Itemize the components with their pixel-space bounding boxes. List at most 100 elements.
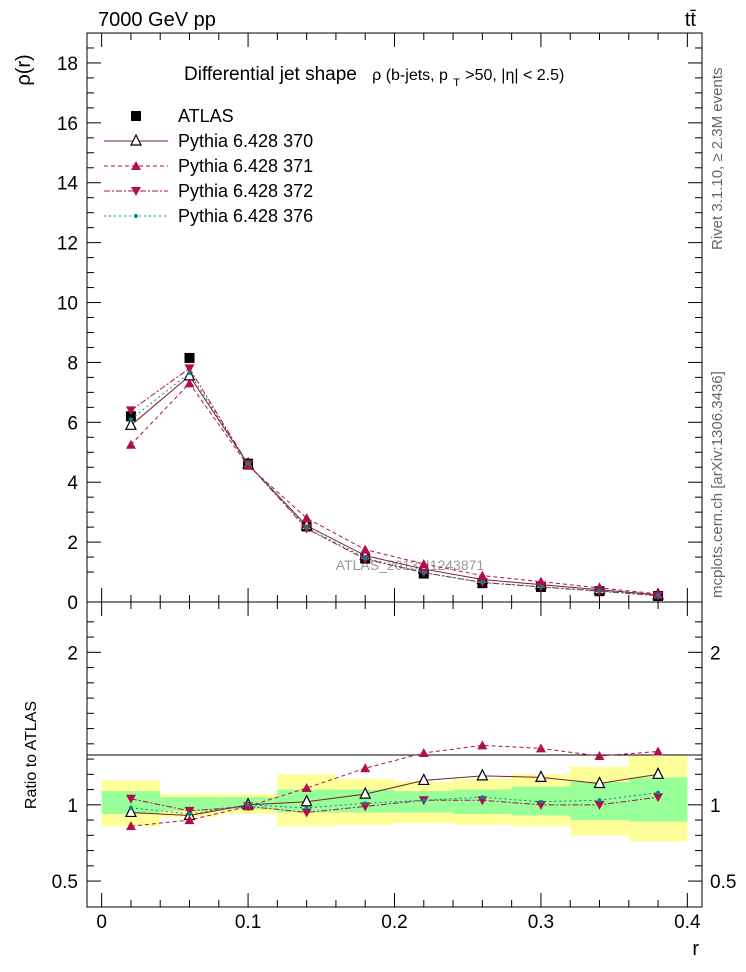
ratio-data-point — [653, 746, 664, 756]
ratio-data-point — [359, 786, 372, 799]
header-right: tt̄ — [685, 9, 697, 31]
data-point — [125, 406, 136, 416]
main-axes: 0 2 4 6 8 10 12 14 16 18 — [57, 33, 702, 614]
data-point — [418, 558, 429, 568]
main-panel: 0 2 4 6 8 10 12 14 16 18 ATLAS_2013_I1243871 ρ(r)… — [13, 32, 703, 614]
ratio-data-point — [304, 805, 309, 810]
ratio-data-point — [593, 776, 606, 789]
ratio-data-point — [477, 740, 488, 750]
ratio-data-point — [124, 805, 137, 818]
data-point — [124, 417, 137, 430]
main-ytick-label: 12 — [57, 234, 78, 255]
data-point — [656, 593, 661, 598]
ratio-ytick-label: 1 — [67, 796, 78, 817]
ratio-xtick-label: 0.3 — [528, 912, 554, 933]
legend-label: Pythia 6.428 371 — [178, 156, 313, 176]
ratio-data-point — [476, 768, 489, 781]
chart-title-sub: ρ (b-jets, p — [372, 67, 448, 84]
legend-label: ATLAS — [178, 106, 234, 126]
legend-marker — [134, 214, 138, 218]
ratio-data-point — [597, 798, 602, 803]
data-point — [480, 580, 485, 585]
series-pythia-6.428-376 — [128, 370, 661, 598]
legend-marker — [131, 111, 141, 121]
data-point — [363, 555, 368, 560]
ratio-data-point — [594, 751, 605, 761]
legend-marker — [131, 161, 141, 170]
main-ytick-label: 6 — [67, 413, 78, 434]
chart-title-main: Differential jet shape — [184, 64, 357, 85]
ratio-data-point — [125, 821, 136, 831]
rivet-label: Rivet 3.1.10, ≥ 2.3M events — [709, 68, 726, 251]
ratio-data-point — [534, 770, 547, 782]
main-ytick-label: 10 — [57, 294, 78, 315]
ratio-ytick-label: 2 — [67, 643, 78, 664]
data-point — [128, 417, 133, 422]
chart-title: Differential jet shape ρ (b-jets, p T >5… — [184, 64, 564, 91]
ratio-data-point — [477, 796, 488, 806]
ratio-data-point — [653, 793, 664, 803]
data-point — [477, 570, 488, 580]
data-point — [304, 525, 309, 530]
ratio-panel: 0.5 0.5 1 1 2 2 0 0.1 0.2 0.3 0.4 Ratio to ATLAS r — [23, 601, 736, 960]
ratio-data-point — [125, 794, 136, 804]
ratio-data-point — [535, 743, 546, 753]
ratio-xtick-label: 0.4 — [674, 912, 701, 933]
ratio-data-point — [418, 747, 429, 757]
data-point — [360, 544, 371, 554]
chart-title-sub-index: T — [453, 77, 460, 89]
legend-item: Pythia 6.428 372 — [104, 181, 313, 201]
main-ytick-label: 16 — [57, 114, 78, 135]
main-ytick-label: 0 — [67, 593, 78, 614]
legend-item: ATLAS — [131, 106, 234, 126]
ratio-data-point — [656, 790, 661, 795]
ratio-ytick-label-right: 1 — [710, 796, 721, 817]
chart-title-sub-end: >50, |η| < 2.5) — [465, 67, 564, 84]
header-left: 7000 GeV pp — [98, 9, 216, 31]
ratio-series-line — [130, 773, 659, 817]
main-ylabel: ρ(r) — [13, 54, 35, 85]
ratio-data-point — [187, 811, 192, 816]
ratio-series-line — [130, 792, 659, 815]
main-ytick-label: 8 — [67, 353, 78, 374]
main-ytick-label: 18 — [57, 54, 78, 75]
ratio-data-point — [538, 799, 543, 804]
ratio-series-line — [130, 796, 659, 813]
ratio-ylabel: Ratio to ATLAS — [23, 701, 40, 809]
ratio-series-pythia-6.428-371 — [125, 740, 664, 831]
data-point — [125, 439, 136, 449]
ratio-series-pythia-6.428-370 — [124, 766, 665, 821]
ratio-data-point — [535, 800, 546, 810]
ratio-data-point — [301, 783, 312, 793]
data-point — [184, 378, 195, 388]
ratio-series — [124, 740, 665, 831]
legend: ATLAS Pythia 6.428 370 Pythia 6.428 371 Pyt… — [104, 106, 313, 226]
data-point — [246, 461, 251, 466]
data-point — [421, 570, 426, 575]
data-point — [184, 352, 195, 363]
data-point — [187, 370, 192, 375]
series-line — [130, 382, 659, 595]
ratio-data-point — [128, 805, 133, 810]
legend-marker — [130, 133, 142, 146]
ratio-data-point — [301, 808, 312, 818]
ratio-data-point — [363, 801, 368, 806]
ratio-band-stat — [335, 789, 395, 813]
legend-item: Pythia 6.428 376 — [104, 206, 313, 226]
main-ytick-label: 14 — [57, 174, 79, 195]
ratio-xtick-label: 0 — [96, 912, 107, 933]
ratio-data-point — [421, 798, 426, 803]
ratio-series-line — [130, 744, 659, 827]
data-point — [301, 513, 312, 523]
series-line — [130, 375, 659, 596]
legend-marker — [131, 187, 141, 196]
legend-label: Pythia 6.428 376 — [178, 206, 313, 226]
data-point — [597, 588, 602, 593]
ratio-ytick-label: 0.5 — [52, 872, 78, 893]
main-ytick-label: 4 — [67, 473, 78, 494]
legend-label: Pythia 6.428 370 — [178, 131, 313, 151]
ratio-data-point — [594, 800, 605, 810]
ratio-data-point — [184, 806, 195, 816]
legend-item: Pythia 6.428 371 — [104, 156, 313, 176]
